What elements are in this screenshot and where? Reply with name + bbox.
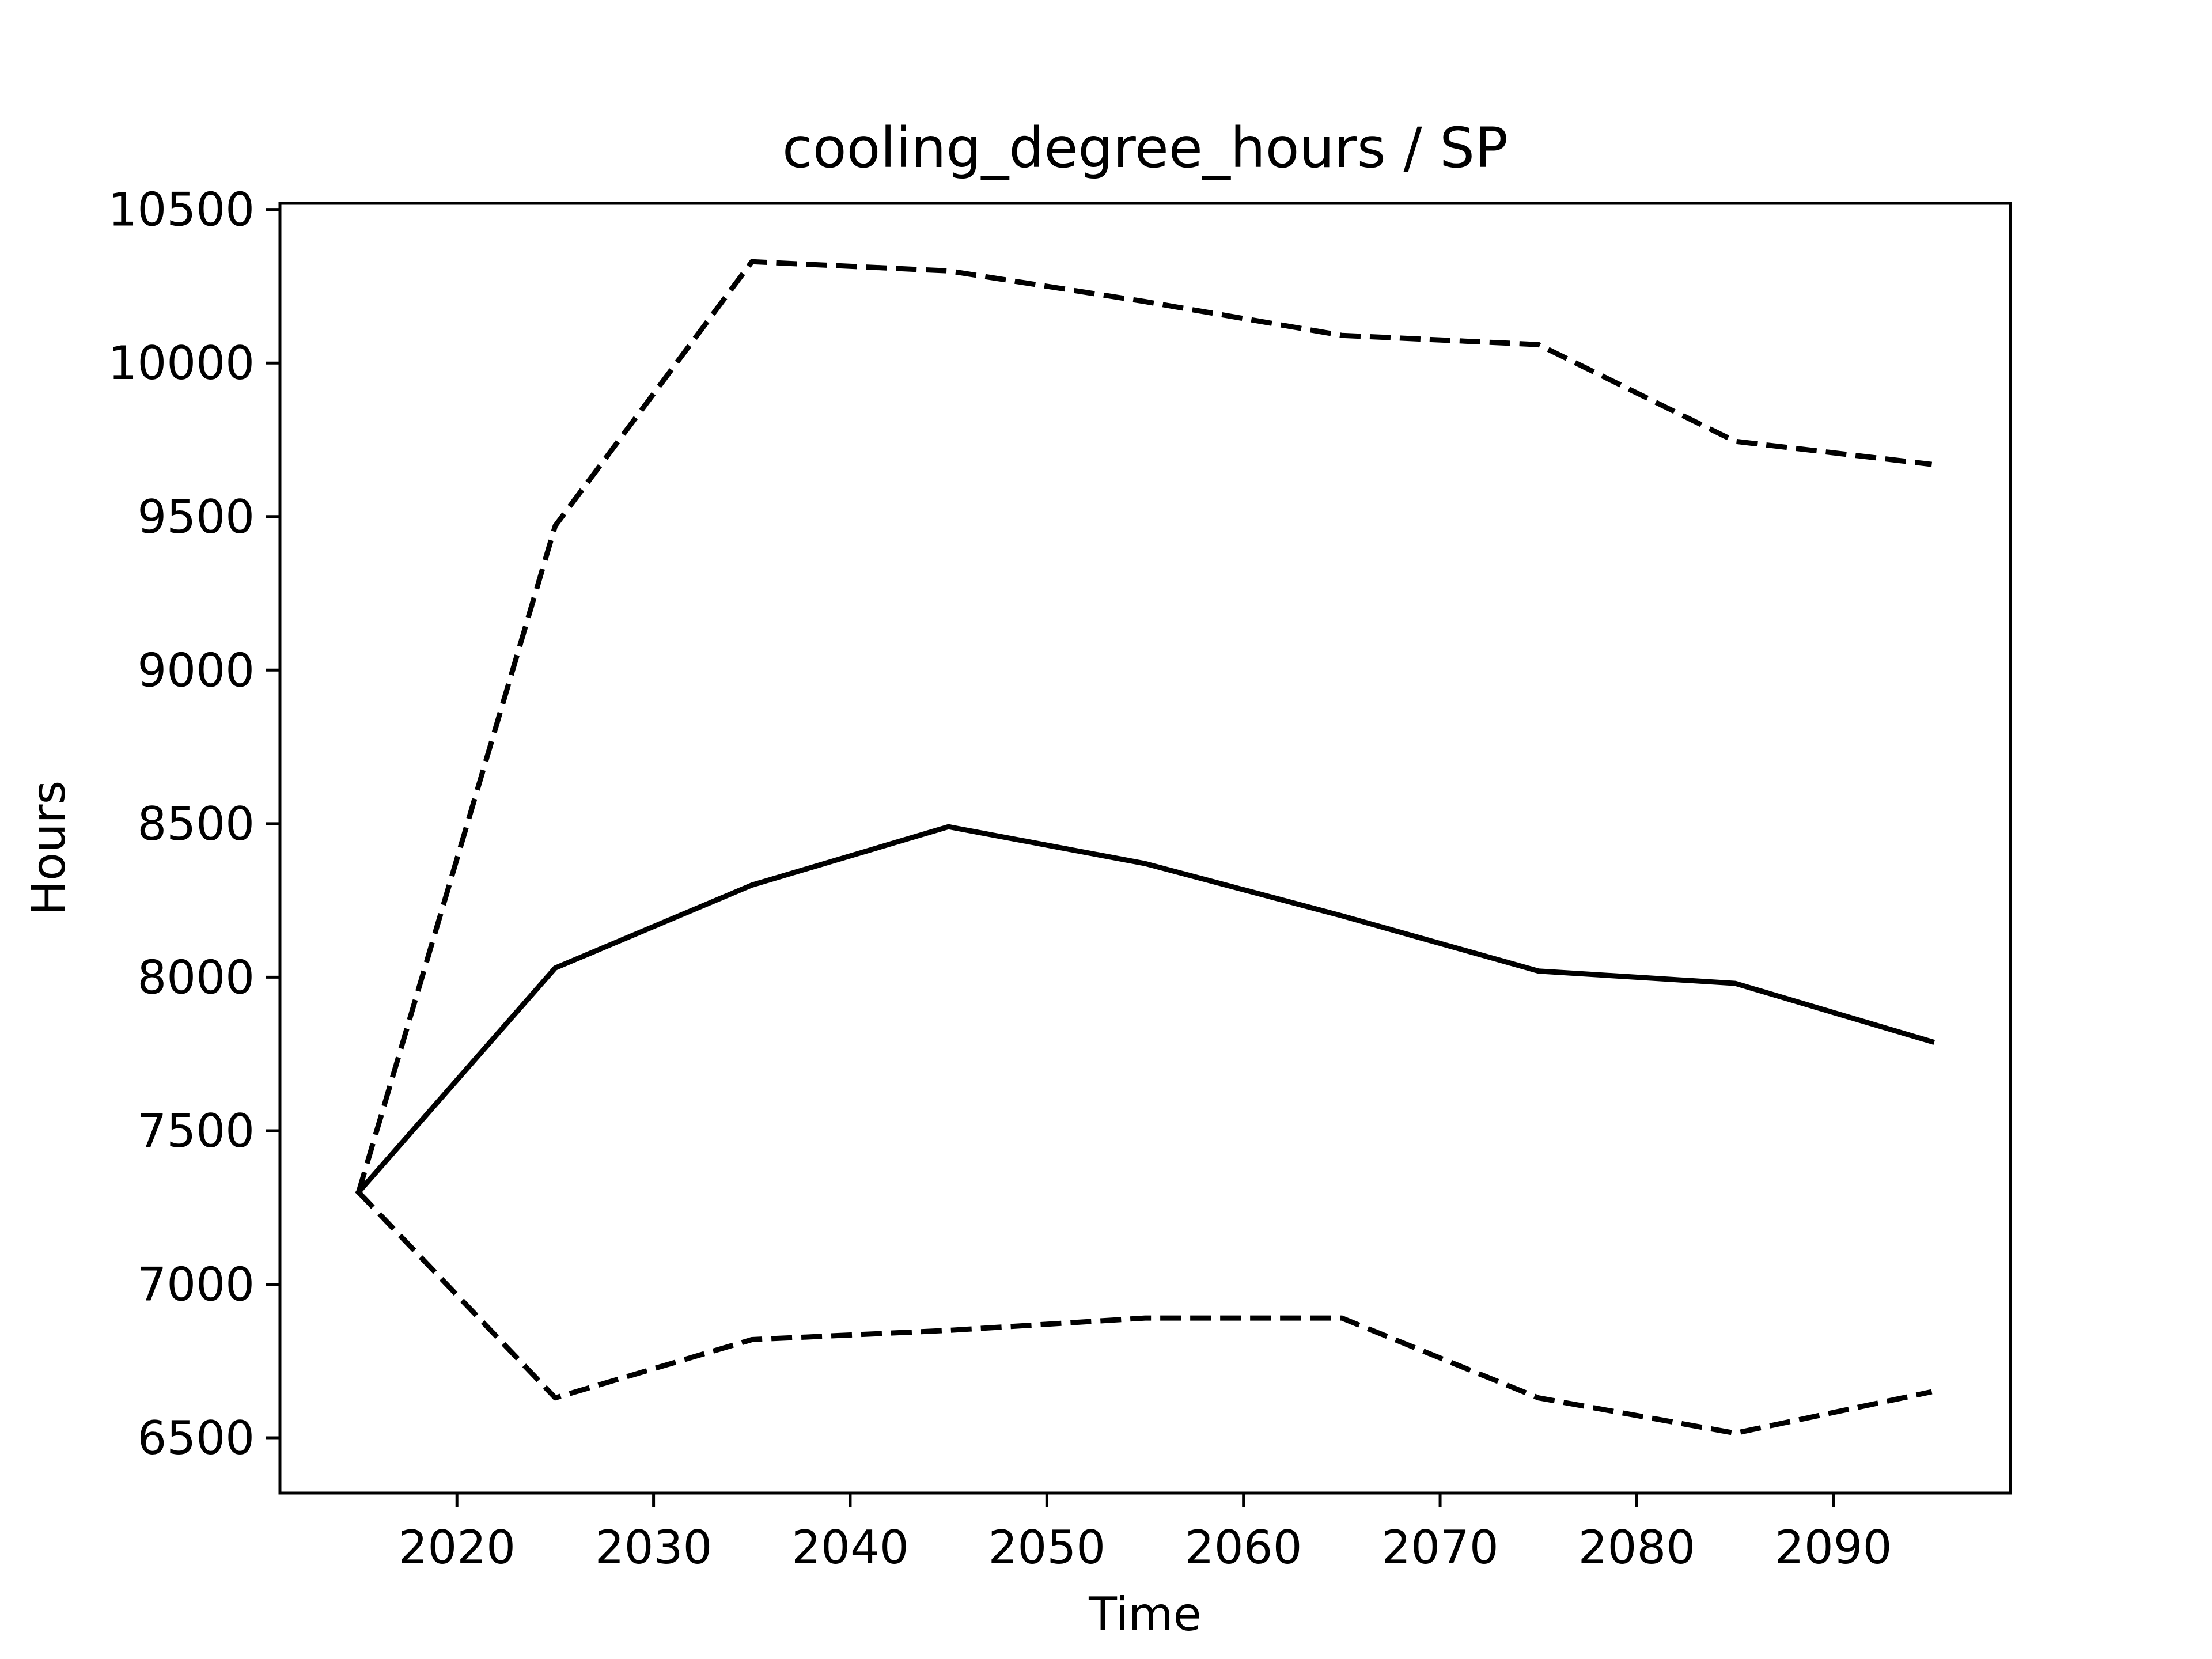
y-tick-label: 10000 xyxy=(108,336,255,390)
series-line-1 xyxy=(355,824,1936,1196)
y-tick-label: 9000 xyxy=(137,643,255,697)
series-layer xyxy=(355,259,1936,1436)
x-tick-label: 2090 xyxy=(1775,1521,1892,1574)
y-tick-label: 10500 xyxy=(108,183,255,237)
y-tick-label: 8500 xyxy=(137,797,255,851)
x-axis-label: Time xyxy=(1088,1588,1202,1641)
series-line-3 xyxy=(357,1190,1933,1436)
x-tick-label: 2060 xyxy=(1185,1521,1302,1574)
chart-title: cooling_degree_hours / SP xyxy=(782,116,1508,180)
x-tick-label: 2030 xyxy=(595,1521,713,1574)
y-axis-label: Hours xyxy=(22,781,75,915)
x-axis: 2020 2030 2040 2050 2060 2070 2080 2090 xyxy=(398,1493,1892,1574)
y-tick-label: 6500 xyxy=(137,1411,255,1465)
y-tick-label: 8000 xyxy=(137,950,255,1004)
y-axis: 6500 7000 7500 8000 8500 9000 9500 10000 10500 xyxy=(108,183,280,1465)
x-tick-label: 2070 xyxy=(1381,1521,1499,1574)
plot-frame xyxy=(278,202,2012,1495)
x-tick-label: 2080 xyxy=(1578,1521,1696,1574)
series-line-2 xyxy=(356,259,1933,1193)
x-tick-label: 2020 xyxy=(398,1521,516,1574)
x-tick-label: 2040 xyxy=(791,1521,909,1574)
y-tick-label: 9500 xyxy=(137,490,255,544)
y-tick-label: 7500 xyxy=(137,1104,255,1158)
x-tick-label: 2050 xyxy=(988,1521,1106,1574)
y-tick-label: 7000 xyxy=(137,1257,255,1311)
